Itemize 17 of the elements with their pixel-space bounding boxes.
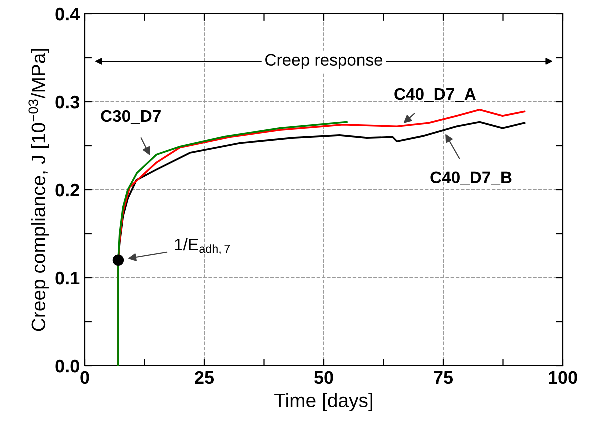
y-tick-label: 0.1: [56, 272, 80, 285]
y-axis-title: Creep compliance, J [10$^{−03}$/MPa]: [28, 49, 50, 332]
x-tick-label: 100: [549, 371, 578, 384]
text: C40_D7_B: [430, 172, 512, 186]
x-tick-label: 0: [80, 371, 90, 384]
x-tick-label: 25: [195, 371, 214, 384]
series-label: C40_D7_A: [394, 88, 476, 102]
annotation: Creep response: [266, 54, 383, 70]
y-tick-label: 0.3: [56, 96, 80, 109]
y-tick-label: 0.4: [56, 8, 80, 21]
y-tick-label: 0.0: [56, 360, 80, 373]
series-label: C30_D7: [101, 110, 161, 124]
x-tick-label: 75: [434, 372, 454, 384]
y-tick-label: 0.2: [56, 184, 80, 197]
annotation: 1/E$_{adh,7}$: [175, 238, 230, 255]
x-tick-label: 50: [314, 371, 334, 384]
x-axis-title: Time [days]: [274, 393, 372, 412]
